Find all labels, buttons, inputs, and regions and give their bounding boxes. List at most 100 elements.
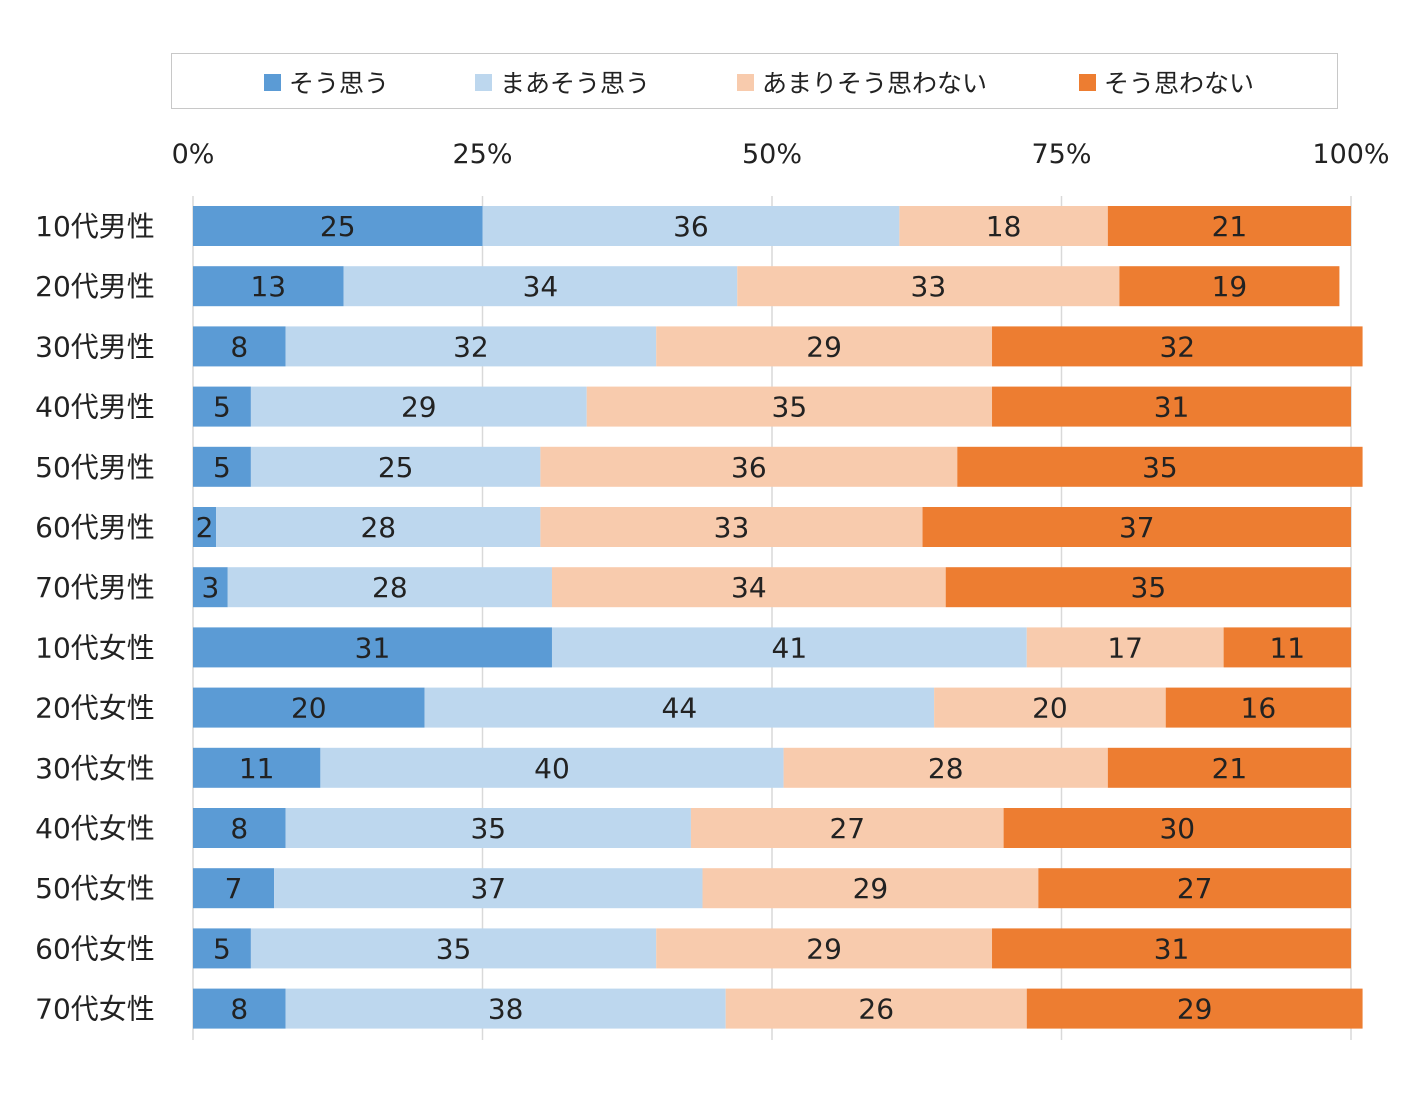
bar-12-series-1 bbox=[250, 928, 657, 969]
bar-5-series-3 bbox=[922, 507, 1351, 547]
data-label-5-series-1: 28 bbox=[360, 511, 396, 544]
bar-9-series-0 bbox=[193, 747, 321, 788]
bar-1-series-1 bbox=[343, 266, 738, 307]
data-label-10-series-2: 27 bbox=[829, 812, 865, 845]
data-label-11-series-1: 37 bbox=[470, 872, 506, 905]
x-tick-label-4: 100% bbox=[1312, 139, 1389, 170]
category-label-6: 70代男性 bbox=[35, 571, 155, 604]
bar-1-series-0 bbox=[193, 266, 344, 307]
data-label-3-series-0: 5 bbox=[213, 391, 231, 424]
bar-3-series-2 bbox=[586, 386, 993, 427]
data-label-12-series-1: 35 bbox=[436, 932, 472, 965]
legend-item-1: そう思う bbox=[264, 54, 389, 110]
bar-1-series-2 bbox=[737, 266, 1120, 307]
category-label-1: 20代男性 bbox=[35, 270, 155, 303]
legend-label-2: まあそう思う bbox=[500, 69, 651, 98]
bar-11-series-0 bbox=[193, 868, 275, 909]
bar-5-series-0 bbox=[193, 507, 217, 547]
legend-swatch-1 bbox=[264, 73, 281, 91]
bar-8-series-0 bbox=[193, 687, 425, 728]
data-label-7-series-0: 31 bbox=[355, 631, 391, 664]
category-label-11: 50代女性 bbox=[35, 872, 155, 905]
data-label-7-series-1: 41 bbox=[772, 631, 808, 664]
bar-11-series-1 bbox=[274, 868, 703, 909]
category-label-10: 40代女性 bbox=[35, 812, 155, 845]
legend-label-1: そう思う bbox=[289, 69, 390, 98]
data-label-1-series-0: 13 bbox=[250, 270, 286, 303]
data-label-0-series-2: 18 bbox=[986, 210, 1022, 243]
legend-swatch-3 bbox=[737, 73, 754, 91]
category-label-4: 50代男性 bbox=[35, 451, 155, 484]
data-label-0-series-1: 36 bbox=[673, 210, 709, 243]
bar-6-series-2 bbox=[551, 567, 946, 608]
bar-2-series-2 bbox=[656, 326, 993, 367]
bar-8-series-2 bbox=[934, 687, 1166, 728]
bar-9-series-2 bbox=[783, 747, 1108, 788]
bar-7-series-2 bbox=[1026, 627, 1224, 668]
data-label-3-series-3: 31 bbox=[1154, 391, 1190, 424]
data-label-5-series-2: 33 bbox=[714, 511, 750, 544]
data-label-2-series-3: 32 bbox=[1159, 330, 1195, 363]
bar-9-series-1 bbox=[320, 747, 784, 788]
data-label-8-series-3: 16 bbox=[1241, 692, 1277, 725]
data-label-11-series-3: 27 bbox=[1177, 872, 1213, 905]
x-tick-label-0: 0% bbox=[172, 139, 215, 170]
bar-2-series-0 bbox=[193, 326, 286, 367]
bar-13-series-3 bbox=[1026, 988, 1363, 1029]
bar-13-series-2 bbox=[725, 988, 1027, 1029]
bar-12-series-2 bbox=[656, 928, 993, 969]
bar-7-series-3 bbox=[1223, 627, 1351, 668]
bar-12-series-0 bbox=[193, 928, 251, 969]
legend-swatch-4 bbox=[1079, 73, 1096, 91]
bar-0-series-2 bbox=[899, 206, 1108, 246]
bar-11-series-3 bbox=[1038, 868, 1351, 909]
data-label-10-series-1: 35 bbox=[470, 812, 506, 845]
data-label-2-series-2: 29 bbox=[806, 330, 842, 363]
category-label-5: 60代男性 bbox=[35, 511, 155, 544]
data-label-11-series-2: 29 bbox=[853, 872, 889, 905]
bar-12-series-3 bbox=[992, 928, 1351, 969]
bar-10-series-3 bbox=[1003, 808, 1351, 848]
data-label-4-series-2: 36 bbox=[731, 451, 767, 484]
data-label-4-series-1: 25 bbox=[378, 451, 414, 484]
data-label-9-series-2: 28 bbox=[928, 752, 964, 785]
data-label-9-series-0: 11 bbox=[239, 752, 275, 785]
bar-11-series-2 bbox=[702, 868, 1039, 909]
data-label-5-series-0: 2 bbox=[196, 511, 214, 544]
data-label-4-series-3: 35 bbox=[1142, 451, 1178, 484]
bar-10-series-0 bbox=[193, 808, 286, 848]
data-label-3-series-2: 35 bbox=[772, 391, 808, 424]
bar-13-series-1 bbox=[285, 988, 726, 1029]
bar-10-series-2 bbox=[690, 808, 1004, 848]
data-label-13-series-0: 8 bbox=[230, 993, 248, 1026]
data-label-0-series-0: 25 bbox=[320, 210, 356, 243]
bar-7-series-1 bbox=[551, 627, 1027, 668]
data-label-8-series-0: 20 bbox=[291, 692, 327, 725]
bar-0-series-1 bbox=[482, 206, 900, 246]
data-label-6-series-2: 34 bbox=[731, 571, 767, 604]
legend-label-4: そう思わない bbox=[1104, 69, 1255, 98]
bar-0-series-0 bbox=[193, 206, 483, 246]
data-label-6-series-1: 28 bbox=[372, 571, 408, 604]
data-label-9-series-1: 40 bbox=[534, 752, 570, 785]
data-label-9-series-3: 21 bbox=[1212, 752, 1248, 785]
category-label-3: 40代男性 bbox=[35, 391, 155, 424]
data-label-1-series-3: 19 bbox=[1212, 270, 1248, 303]
category-label-12: 60代女性 bbox=[35, 932, 155, 965]
data-label-12-series-2: 29 bbox=[806, 932, 842, 965]
legend-item-4: そう思わない bbox=[1079, 54, 1254, 110]
data-label-7-series-2: 17 bbox=[1107, 631, 1143, 664]
data-label-13-series-1: 38 bbox=[488, 993, 524, 1026]
data-label-10-series-3: 30 bbox=[1159, 812, 1195, 845]
bar-13-series-0 bbox=[193, 988, 286, 1029]
bar-5-series-1 bbox=[216, 507, 541, 547]
category-label-8: 20代女性 bbox=[35, 692, 155, 725]
legend-label-3: あまりそう思わない bbox=[762, 69, 988, 98]
category-label-9: 30代女性 bbox=[35, 752, 155, 785]
category-label-0: 10代男性 bbox=[35, 210, 155, 243]
x-tick-label-2: 50% bbox=[742, 139, 802, 170]
bar-4-series-2 bbox=[540, 446, 958, 487]
legend: そう思う まあそう思う あまりそう思わない そう思わない bbox=[171, 53, 1338, 109]
data-label-6-series-3: 35 bbox=[1131, 571, 1167, 604]
bar-8-series-1 bbox=[424, 687, 935, 728]
